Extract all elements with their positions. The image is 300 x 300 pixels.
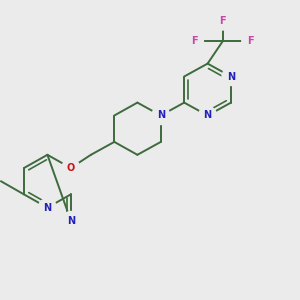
Text: F: F (248, 36, 254, 46)
Circle shape (222, 68, 240, 85)
Text: N: N (67, 215, 75, 226)
Text: F: F (191, 36, 198, 46)
Text: N: N (43, 202, 52, 213)
Text: N: N (227, 71, 235, 82)
Text: F: F (219, 16, 226, 26)
Circle shape (242, 32, 260, 50)
Circle shape (62, 159, 80, 177)
Text: N: N (203, 110, 212, 121)
Circle shape (214, 12, 232, 30)
Circle shape (38, 199, 56, 217)
Circle shape (62, 212, 80, 230)
Text: O: O (67, 163, 75, 173)
Circle shape (185, 32, 203, 50)
Circle shape (152, 106, 170, 124)
Text: N: N (157, 110, 165, 121)
Circle shape (199, 106, 217, 124)
